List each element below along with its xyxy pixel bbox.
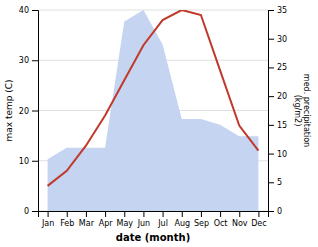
- tick: 0: [268, 207, 282, 216]
- tick-label: Sep: [194, 219, 209, 228]
- tick: 10: [268, 150, 287, 159]
- chart: Jan Feb Mar AprMay Jun Jul Aug Sep Oct NovDec 0 10 2…: [0, 0, 318, 247]
- line: [48, 10, 259, 186]
- tick-mark: [105, 211, 106, 217]
- tick-mark: [124, 211, 125, 217]
- tick: Jul: [157, 211, 168, 228]
- tick-mark: [220, 211, 221, 217]
- tick: Mar: [79, 211, 95, 228]
- tick-mark: [268, 67, 274, 68]
- tick-label: 30: [19, 56, 29, 65]
- y-axis: 0 10 20 30 40: [19, 6, 39, 216]
- tick: Dec: [251, 211, 266, 228]
- plot: Jan Feb Mar AprMay Jun Jul Aug Sep Oct NovDec 0 10 2…: [19, 6, 287, 228]
- tick-mark: [258, 211, 259, 217]
- tick: 20: [268, 92, 287, 101]
- axis-line: [269, 11, 275, 212]
- tick: 0: [24, 207, 38, 216]
- tick-label: Mar: [79, 219, 95, 228]
- axis-line: [32, 11, 39, 212]
- tick-label: Aug: [174, 219, 190, 228]
- tick-label: 20: [277, 92, 287, 101]
- tick-label: Apr: [99, 219, 114, 228]
- tick-mark: [268, 182, 274, 183]
- tick-label: 30: [277, 35, 287, 44]
- tick-mark: [32, 10, 38, 11]
- tick-mark: [143, 211, 144, 217]
- marks: [48, 10, 259, 211]
- tick-label: Jan: [41, 219, 54, 228]
- tick-label: 25: [277, 63, 287, 72]
- tick: Oct: [214, 211, 228, 228]
- tick: 35: [268, 6, 287, 15]
- tick: 20: [19, 107, 38, 116]
- tick: 5: [268, 178, 282, 187]
- y2-axis-title-line: (kg/m2): [293, 95, 302, 127]
- grid-line: [38, 10, 268, 11]
- axis-line: [39, 212, 269, 218]
- y2-axis: 0 5 10 15 20 25 30 35: [268, 6, 287, 216]
- tick-mark: [239, 211, 240, 217]
- tick: 10: [19, 157, 38, 166]
- tick-label: May: [116, 219, 133, 228]
- tick: Apr: [99, 211, 114, 228]
- tick: Jun: [137, 211, 151, 228]
- tick: May: [116, 211, 133, 228]
- grid: [38, 10, 268, 211]
- tick-mark: [268, 211, 274, 212]
- tick-label: 35: [277, 6, 287, 15]
- tick: 30: [268, 35, 287, 44]
- tick-label: 10: [277, 150, 287, 159]
- tick-mark: [163, 211, 164, 217]
- tick: Aug: [174, 211, 190, 228]
- tick-label: Jun: [137, 219, 151, 228]
- tick-mark: [32, 161, 38, 162]
- tick: Sep: [194, 211, 209, 228]
- x-axis-title: date (month): [116, 232, 190, 243]
- tick: 15: [268, 121, 287, 130]
- tick-mark: [268, 39, 274, 40]
- y-axis-title: max temp (C): [4, 79, 14, 141]
- tick-mark: [32, 60, 38, 61]
- tick-mark: [182, 211, 183, 217]
- tick-mark: [32, 211, 38, 212]
- tick-label: 0: [24, 207, 29, 216]
- area: [48, 10, 259, 211]
- tick-mark: [268, 154, 274, 155]
- tick: 40: [19, 6, 38, 15]
- tick-mark: [32, 111, 38, 112]
- tick-label: 0: [277, 207, 282, 216]
- x-axis: Jan Feb Mar AprMay Jun Jul Aug Sep Oct NovDec: [39, 211, 269, 228]
- tick-mark: [86, 211, 87, 217]
- tick-mark: [201, 211, 202, 217]
- tick-mark: [268, 125, 274, 126]
- tick-mark: [67, 211, 68, 217]
- tick-mark: [268, 10, 274, 11]
- tick: Jan: [41, 211, 54, 228]
- tick: Feb: [60, 211, 74, 228]
- tick-mark: [268, 96, 274, 97]
- tick-label: 10: [19, 157, 29, 166]
- tick-label: Jul: [157, 219, 168, 228]
- tick: Nov: [232, 211, 248, 228]
- tick-label: 5: [277, 178, 282, 187]
- y2-axis-title-line: med. precipitation: [302, 74, 311, 147]
- tick-label: Nov: [232, 219, 248, 228]
- tick-label: Oct: [214, 219, 228, 228]
- y2-axis-title: med. precipitation(kg/m2): [293, 74, 311, 147]
- tick-label: 20: [19, 107, 29, 116]
- tick-label: 40: [19, 6, 29, 15]
- tick: 25: [268, 63, 287, 72]
- tick-label: 15: [277, 121, 287, 130]
- tick: 30: [19, 56, 38, 65]
- tick-mark: [48, 211, 49, 217]
- tick-label: Dec: [251, 219, 266, 228]
- tick-label: Feb: [60, 219, 74, 228]
